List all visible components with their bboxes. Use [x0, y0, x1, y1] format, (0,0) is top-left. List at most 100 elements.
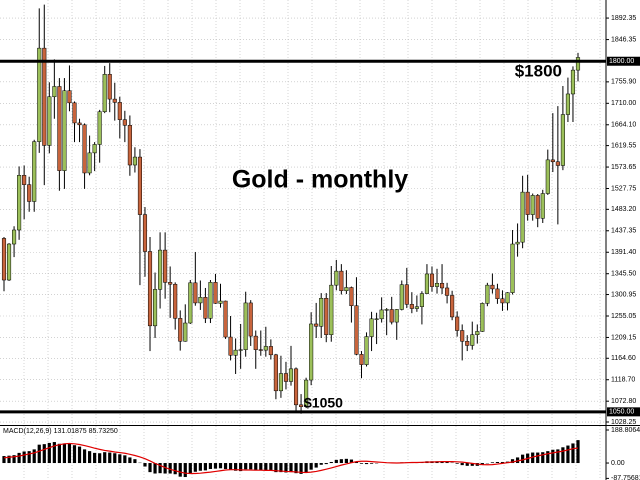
candle-body — [309, 323, 314, 381]
candle-body — [399, 284, 404, 310]
candle-body — [117, 102, 122, 120]
candle-body — [304, 379, 309, 407]
candle-body — [82, 124, 87, 174]
macd-bar — [576, 440, 580, 464]
macd-bar — [264, 463, 268, 471]
macd-bar — [349, 459, 354, 464]
macd-bar — [2, 456, 6, 464]
macd-bar — [163, 463, 167, 474]
macd-bar — [299, 463, 303, 474]
candle-body — [324, 297, 329, 335]
macd-bar — [113, 453, 117, 464]
macd-bar — [480, 463, 484, 465]
y-tick-label: 1209.15 — [611, 334, 636, 341]
macd-bar — [82, 449, 87, 464]
candle-body — [153, 289, 158, 327]
macd-bar — [515, 457, 520, 464]
candle-body — [163, 249, 168, 283]
macd-bar — [551, 449, 555, 464]
macd-bar — [521, 454, 525, 464]
candle-body — [278, 373, 283, 392]
candle-body — [329, 284, 334, 335]
candle-body — [1, 238, 7, 281]
candle-body — [475, 331, 480, 335]
candle-body — [505, 292, 510, 304]
candle-body — [500, 298, 505, 304]
candle-body — [344, 287, 349, 292]
candle-body — [560, 114, 565, 166]
candle-body — [208, 282, 213, 319]
level-axis-label: 1050.00 — [609, 409, 634, 416]
macd-bar — [510, 459, 515, 464]
y-tick-label: 1028.25 — [611, 419, 636, 426]
y-tick-label: 1710.00 — [611, 100, 636, 107]
macd-bar — [213, 463, 218, 469]
candle-body — [288, 368, 294, 382]
macd-bar — [103, 452, 107, 464]
candle-body — [42, 47, 47, 146]
candle-body — [107, 74, 112, 100]
macd-bar — [27, 451, 31, 464]
candle-body — [273, 354, 278, 392]
candle-body — [218, 300, 223, 304]
macd-bar — [324, 463, 328, 465]
y-tick-label: 1300.95 — [611, 291, 636, 298]
y-tick-label: 1483.20 — [611, 206, 636, 213]
candle-body — [525, 191, 530, 215]
macd-bar — [158, 463, 162, 474]
y-tick-label: 1164.60 — [611, 355, 636, 362]
candle-body — [485, 284, 490, 304]
candle-body — [575, 57, 581, 71]
y-tick-label: 1664.10 — [611, 122, 636, 129]
candle-body — [233, 349, 238, 356]
macd-bar — [57, 443, 61, 464]
macd-bar — [566, 445, 570, 464]
macd-bar — [254, 463, 258, 471]
candle-body — [132, 156, 137, 166]
candle-body — [515, 241, 520, 245]
macd-bar — [309, 463, 313, 470]
candle-body — [92, 144, 97, 154]
y-tick-label: 1573.65 — [611, 164, 636, 171]
macd-bar — [32, 449, 36, 464]
candle-body — [223, 300, 228, 338]
candle-body — [379, 309, 384, 320]
macd-bar — [193, 463, 197, 472]
candle-body — [258, 349, 263, 351]
candle-body — [17, 175, 22, 231]
candle-body — [127, 125, 132, 166]
y-tick-label: 1072.80 — [611, 398, 636, 405]
candle-body — [349, 287, 354, 306]
macd-bar — [289, 463, 293, 473]
macd-bar — [445, 461, 449, 464]
candle-body — [364, 336, 369, 365]
candle-body — [434, 283, 440, 287]
candle-body — [87, 152, 92, 174]
candle-body — [142, 214, 148, 252]
candle-body — [238, 349, 243, 351]
candle-body — [440, 283, 445, 289]
candle-body — [510, 243, 515, 293]
candle-body — [268, 346, 273, 356]
candle-body — [52, 86, 57, 98]
macd-bar — [319, 463, 323, 465]
macd-bar — [364, 463, 369, 465]
y-tick-label: 1755.90 — [611, 79, 636, 86]
candle-body — [253, 335, 258, 350]
macd-bar — [7, 455, 11, 464]
candle-body — [22, 175, 27, 185]
macd-bar — [203, 463, 208, 471]
candle-body — [299, 404, 304, 407]
macd-bar — [37, 444, 41, 464]
macd-bar — [178, 463, 182, 477]
macd-bar — [470, 463, 474, 466]
level-tag — [607, 407, 640, 417]
candle-body — [319, 297, 324, 327]
macd-bar — [344, 458, 348, 464]
macd-bar — [490, 462, 495, 464]
macd-bar — [234, 463, 238, 471]
candle-body — [530, 195, 535, 215]
y-tick-label: 1892.35 — [611, 15, 636, 22]
macd-bar — [354, 461, 359, 464]
y-tick-label: 1391.40 — [611, 249, 636, 256]
